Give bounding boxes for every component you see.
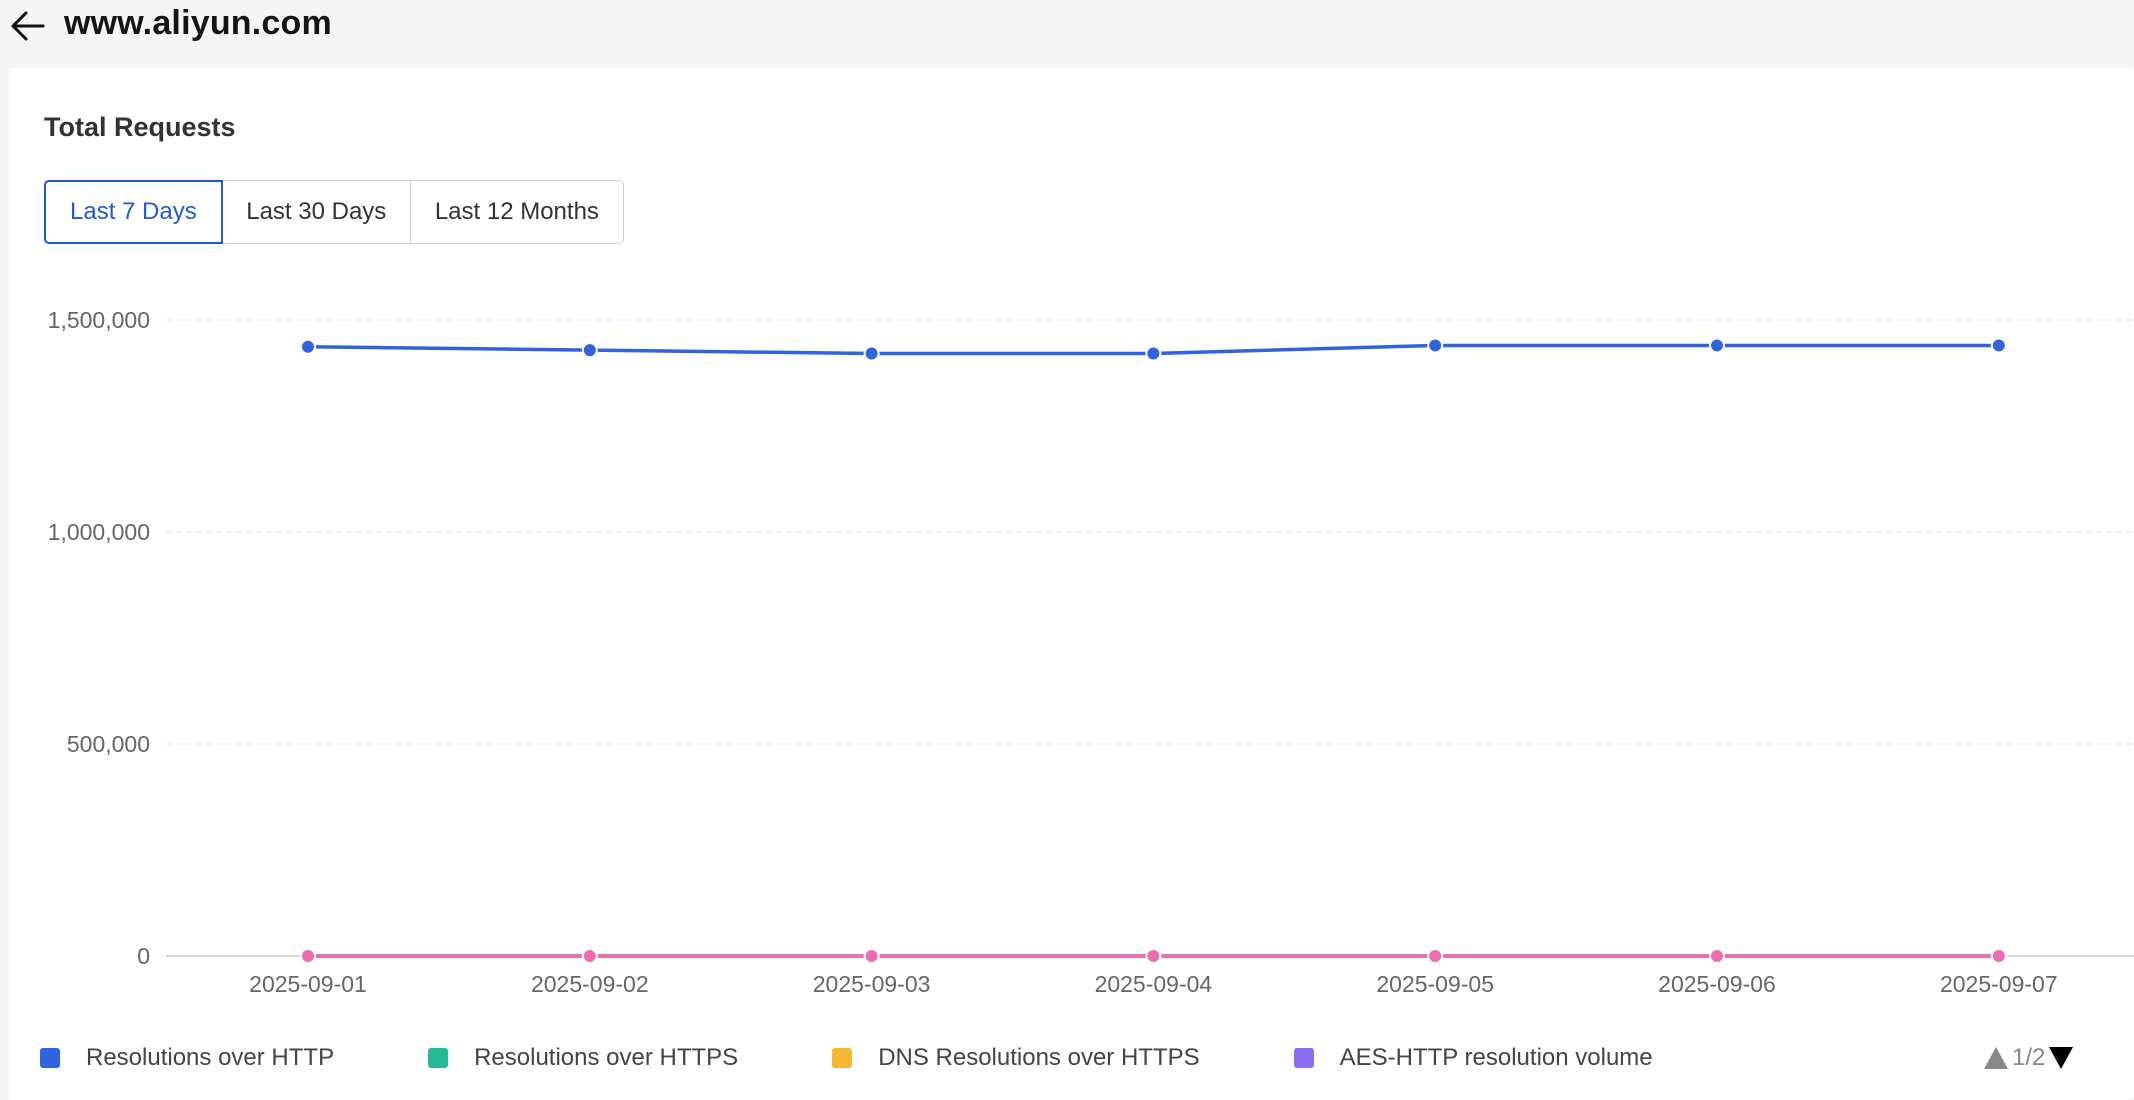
arrow-left-icon [11, 11, 45, 41]
data-point [1709, 948, 1725, 964]
total-requests-chart: 1,500,000 1,000,000 500,000 0 2025-09-01 2025… [48, 307, 2134, 997]
data-point [1145, 345, 1162, 362]
legend-label: Resolutions over HTTP [86, 1044, 335, 1071]
legend-item-https[interactable]: Resolutions over HTTPS [428, 1044, 738, 1072]
total-requests-card: Total Requests Last 7 Days Last 30 Days … [9, 68, 2134, 1100]
legend-swatch [428, 1048, 449, 1068]
data-point [581, 948, 598, 964]
data-point [1709, 337, 1725, 354]
top-bar: www.aliyun.com [0, 0, 2134, 68]
y-tick-label: 0 [137, 943, 150, 969]
x-tick-label: 2025-09-07 [1940, 971, 2058, 997]
legend-pager: 1/2 [1984, 1038, 2074, 1078]
x-tick-label: 2025-09-02 [531, 971, 649, 997]
range-last-30-days-button[interactable]: Last 30 Days [221, 180, 412, 244]
x-tick-label: 2025-09-06 [1658, 971, 1776, 997]
x-tick-label: 2025-09-01 [249, 971, 367, 997]
y-tick-label: 500,000 [67, 731, 150, 757]
chart-legend: Resolutions over HTTP Resolutions over H… [40, 1040, 1693, 1076]
legend-label: AES-HTTP resolution volume [1339, 1044, 1653, 1071]
y-tick-label: 1,000,000 [48, 519, 150, 545]
time-range-selector: Last 7 Days Last 30 Days Last 12 Months [44, 180, 624, 244]
data-point [581, 342, 598, 359]
legend-page-indicator: 1/2 [2012, 1044, 2046, 1071]
data-point [863, 948, 880, 964]
data-point [863, 345, 880, 362]
page-title: www.aliyun.com [64, 4, 332, 42]
pager-down-icon[interactable] [2049, 1047, 2074, 1069]
legend-swatch [1293, 1048, 1314, 1068]
data-point [1427, 337, 1444, 354]
legend-swatch [832, 1048, 853, 1068]
card-title: Total Requests [44, 112, 236, 142]
range-last-7-days-button[interactable]: Last 7 Days [44, 180, 223, 244]
data-point [1145, 948, 1162, 964]
data-point [300, 338, 316, 355]
range-last-12-months-button[interactable]: Last 12 Months [409, 180, 624, 244]
legend-item-http[interactable]: Resolutions over HTTP [40, 1044, 334, 1072]
legend-item-dns-https[interactable]: DNS Resolutions over HTTPS [832, 1044, 1200, 1072]
pager-up-icon[interactable] [1984, 1047, 2008, 1069]
data-point [1990, 948, 2007, 964]
legend-label: Resolutions over HTTPS [474, 1044, 739, 1071]
x-tick-label: 2025-09-03 [813, 971, 931, 997]
legend-label: DNS Resolutions over HTTPS [878, 1044, 1200, 1071]
back-button[interactable] [8, 6, 48, 46]
legend-swatch [40, 1048, 60, 1068]
data-point [1427, 948, 1444, 964]
data-point [300, 948, 316, 964]
y-tick-label: 1,500,000 [48, 307, 150, 333]
legend-item-aes-http[interactable]: AES-HTTP resolution volume [1293, 1044, 1653, 1072]
x-tick-label: 2025-09-04 [1095, 971, 1213, 997]
x-tick-label: 2025-09-05 [1376, 971, 1494, 997]
data-point [1990, 337, 2007, 354]
